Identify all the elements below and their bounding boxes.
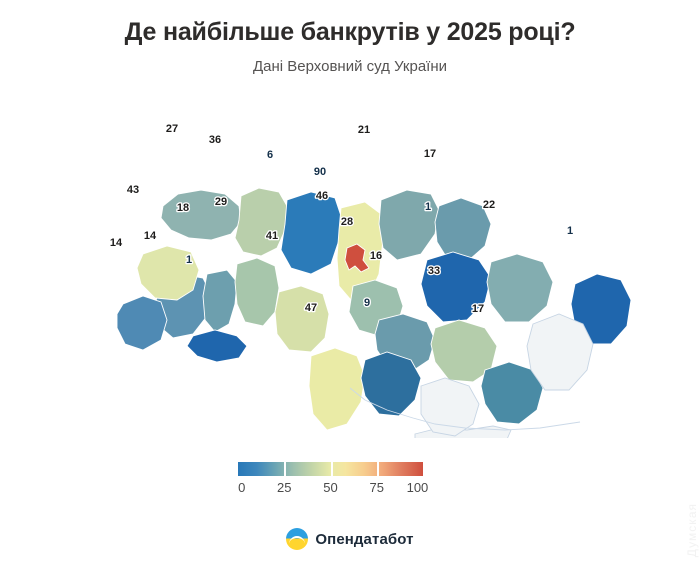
region-value-label: 6 <box>267 149 273 161</box>
region-value-label: 16 <box>370 250 382 262</box>
region-value-label: 14 <box>110 237 123 249</box>
legend-tick-labels: 0 25 50 75 100 <box>238 480 428 498</box>
legend-tick <box>284 462 287 476</box>
map-region[interactable] <box>378 189 440 261</box>
map-coastline-layer <box>349 387 581 431</box>
region-value-label: 1 <box>425 201 431 213</box>
map-region[interactable] <box>136 245 200 301</box>
map-region[interactable] <box>360 351 422 417</box>
legend-tick-label: 25 <box>277 480 292 495</box>
footer-brand: Опендатабот <box>0 528 700 550</box>
region-value-label: 18 <box>177 202 189 214</box>
map-region[interactable] <box>186 329 248 363</box>
region-value-label: 33 <box>428 265 440 277</box>
region-value-label: 29 <box>215 196 227 208</box>
legend[interactable]: 0 25 50 75 100 <box>238 462 428 498</box>
map-region[interactable] <box>420 377 480 437</box>
map-regions-layer <box>116 187 632 438</box>
map-region[interactable] <box>280 191 342 275</box>
legend-tick-label: 50 <box>323 480 338 495</box>
region-value-label: 22 <box>483 199 495 211</box>
region-value-label: 27 <box>166 123 178 135</box>
map-region[interactable] <box>420 251 492 323</box>
region-value-label: 9 <box>364 297 370 309</box>
map-region[interactable] <box>116 295 168 351</box>
map-region[interactable] <box>308 347 366 431</box>
region-value-label: 90 <box>314 166 326 178</box>
region-value-label: 36 <box>209 134 221 146</box>
legend-colorbar <box>238 462 423 476</box>
map-region[interactable] <box>486 253 554 323</box>
region-value-label: 46 <box>316 190 328 202</box>
region-value-label: 14 <box>144 230 157 242</box>
map-region[interactable] <box>430 319 498 383</box>
map-svg: 27 36 6 46 90 21 17 14 14 18 29 43 1 41 28 1 22 1 16 33 47 9 1… <box>109 122 632 438</box>
map-region[interactable] <box>234 187 288 257</box>
page-title: Де найбільше банкрутів у 2025 році? <box>124 18 576 46</box>
region-value-label: 41 <box>266 230 278 242</box>
map-region[interactable] <box>274 285 330 353</box>
watermark: Думская <box>685 502 699 557</box>
map-region[interactable] <box>234 257 280 327</box>
page-subtitle: Дані Верховний суд України <box>252 58 447 75</box>
map-region[interactable] <box>160 189 242 241</box>
map-region[interactable] <box>480 361 544 425</box>
opendatabot-circle-icon <box>286 528 309 550</box>
region-value-label: 1 <box>186 254 192 266</box>
legend-tick <box>376 462 379 476</box>
legend-tick-label: 0 <box>238 480 246 495</box>
map-value-labels-layer: 27 36 6 46 90 21 17 14 14 18 29 43 1 41 28 1 22 1 16 33 47 9 1… <box>109 122 575 317</box>
map-region[interactable] <box>434 197 492 261</box>
legend-tick-label: 100 <box>406 480 429 495</box>
region-value-label: 17 <box>472 303 484 315</box>
map-region[interactable] <box>570 273 632 345</box>
map-region[interactable] <box>202 269 238 333</box>
legend-tick-label: 75 <box>369 480 384 495</box>
region-value-label: 21 <box>358 124 370 136</box>
ukraine-choropleth-map[interactable]: 27 36 6 46 90 21 17 14 14 18 29 43 1 41 28 1 22 1 16 33 47 9 1… <box>35 88 665 438</box>
legend-tick <box>330 462 333 476</box>
region-value-label: 47 <box>305 302 317 314</box>
map-region[interactable] <box>526 313 594 391</box>
region-value-label: 43 <box>127 184 139 196</box>
brand-name: Опендатабот <box>315 530 414 548</box>
region-value-label: 28 <box>341 216 353 228</box>
region-value-label: 17 <box>424 148 436 160</box>
region-value-label: 1 <box>567 225 573 237</box>
map-region[interactable] <box>344 243 370 273</box>
